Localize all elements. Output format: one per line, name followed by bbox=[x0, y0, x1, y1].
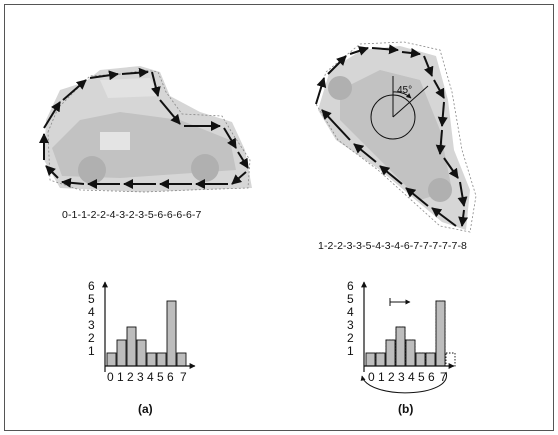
chain-code-path-b bbox=[315, 44, 469, 227]
car-image-a bbox=[44, 66, 252, 192]
panel-label-b: (b) bbox=[398, 402, 414, 416]
x-tick-label: 6 bbox=[167, 370, 174, 384]
figure-border bbox=[4, 4, 554, 431]
chain-code-a: 0-1-1-2-2-4-3-2-3-5-6-6-6-6-7 bbox=[62, 209, 202, 221]
boundary-outline-b bbox=[315, 41, 477, 233]
histogram-bar bbox=[116, 339, 127, 367]
rotation-indicator bbox=[370, 76, 429, 140]
y-tick-label: 3 bbox=[347, 318, 354, 332]
y-tick-label: 3 bbox=[88, 318, 95, 332]
x-tick-label: 0 bbox=[368, 370, 375, 384]
y-tick-label: 6 bbox=[88, 279, 95, 293]
histogram-bar bbox=[395, 326, 406, 367]
x-tick-label: 5 bbox=[157, 370, 164, 384]
x-tick-label: 6 bbox=[428, 370, 435, 384]
x-tick-label: 3 bbox=[137, 370, 144, 384]
x-tick-label: 4 bbox=[147, 370, 154, 384]
chain-code-b: 1-2-2-3-3-5-4-3-4-6-7-7-7-7-7-8 bbox=[318, 240, 467, 252]
histogram-bar bbox=[126, 326, 137, 367]
x-tick-label: 5 bbox=[418, 370, 425, 384]
histogram-bar bbox=[136, 339, 147, 367]
y-tick-label: 2 bbox=[347, 331, 354, 345]
x-tick-label: 3 bbox=[398, 370, 405, 384]
histogram-bar bbox=[156, 352, 167, 367]
histogram-bar bbox=[166, 300, 177, 367]
y-tick-label: 1 bbox=[347, 344, 354, 358]
y-tick-label: 2 bbox=[88, 331, 95, 345]
y-tick-label: 5 bbox=[88, 292, 95, 306]
histogram-bar bbox=[435, 300, 446, 367]
x-tick-label: 1 bbox=[378, 370, 385, 384]
histogram-outline-bar bbox=[445, 352, 456, 367]
x-tick-label: 0 bbox=[107, 370, 114, 384]
x-tick-label: 7 bbox=[440, 370, 447, 384]
histogram-bar bbox=[106, 352, 117, 367]
angle-label: 45° bbox=[397, 85, 412, 96]
histogram-b bbox=[360, 281, 456, 394]
x-tick-label: 1 bbox=[117, 370, 124, 384]
y-tick-label: 4 bbox=[347, 305, 354, 319]
histogram-bar bbox=[176, 352, 187, 367]
x-tick-label: 2 bbox=[127, 370, 134, 384]
panel-label-a: (a) bbox=[138, 402, 153, 416]
histogram-bar bbox=[146, 352, 157, 367]
car-image-b bbox=[318, 46, 470, 230]
y-tick-label: 4 bbox=[88, 305, 95, 319]
histogram-bar bbox=[415, 352, 426, 367]
x-tick-label: 7 bbox=[180, 370, 187, 384]
histogram-bar bbox=[405, 339, 416, 367]
histogram-bar bbox=[375, 352, 386, 367]
histogram-bar bbox=[425, 352, 436, 367]
histogram-bar bbox=[365, 352, 376, 367]
chain-code-path-a bbox=[39, 67, 249, 189]
histogram-a bbox=[102, 281, 196, 372]
x-tick-label: 4 bbox=[408, 370, 415, 384]
histogram-bar bbox=[385, 339, 396, 367]
wrap-around-arrow bbox=[360, 371, 447, 394]
y-tick-label: 5 bbox=[347, 292, 354, 306]
y-tick-label: 1 bbox=[88, 344, 95, 358]
x-tick-label: 2 bbox=[388, 370, 395, 384]
y-tick-label: 6 bbox=[347, 279, 354, 293]
